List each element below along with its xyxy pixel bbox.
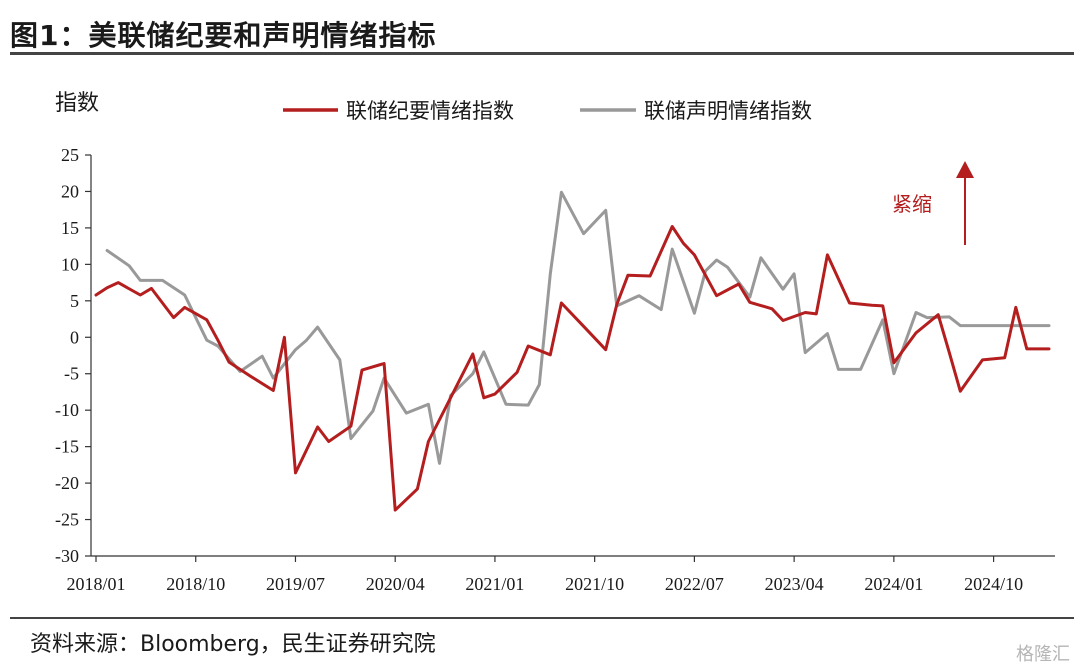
annotation-arrow-head (956, 161, 974, 178)
x-tick-label: 2021/01 (465, 574, 524, 594)
y-tick-label: 25 (61, 145, 79, 165)
x-tick-label: 2024/10 (964, 574, 1023, 594)
source-note: 资料来源：Bloomberg，民生证券研究院 (30, 632, 436, 657)
x-tick-label: 2022/07 (665, 574, 724, 594)
x-tick-label: 2018/01 (66, 574, 125, 594)
y-tick-label: -20 (55, 473, 79, 493)
chart-series (94, 190, 1051, 512)
series-line-statement (105, 190, 1051, 465)
legend-label-minutes: 联储纪要情绪指数 (346, 99, 514, 123)
x-tick-label: 2023/04 (765, 574, 824, 594)
x-tick-label: 2020/04 (366, 574, 425, 594)
x-tick-label: 2024/01 (864, 574, 923, 594)
watermark-logo: 格隆汇 (1016, 644, 1070, 665)
x-tick-label: 2019/07 (266, 574, 325, 594)
chart-axes: 25 20 15 10 5 0 -5 -10 -15 -20 -25 -30 2018/01 2018/1… (55, 145, 1055, 594)
y-axis-label: 指数 (55, 91, 99, 116)
legend-label-statement: 联储声明情绪指数 (644, 99, 812, 123)
y-tick-label: 20 (61, 181, 79, 201)
x-tick-label: 2021/10 (565, 574, 624, 594)
y-tick-label: 15 (61, 218, 79, 238)
y-tick-label: 5 (70, 291, 79, 311)
y-tick-label: 10 (61, 254, 79, 274)
title-rule (10, 52, 1074, 55)
chart-legend: 联储纪要情绪指数 联储声明情绪指数 (283, 99, 812, 123)
y-tick-label: 0 (70, 327, 79, 347)
y-tick-label: -15 (55, 437, 79, 457)
chart-title: 图1：美联储纪要和声明情绪指标 (10, 19, 437, 52)
y-tick-label: -5 (64, 364, 79, 384)
annotation-text: 紧缩 (892, 192, 932, 216)
y-tick-label: -25 (55, 510, 79, 530)
series-line-minutes (94, 225, 1051, 512)
footer-rule (10, 617, 1074, 619)
x-tick-label: 2018/10 (166, 574, 225, 594)
y-tick-label: -10 (55, 400, 79, 420)
y-tick-label: -30 (55, 546, 79, 566)
